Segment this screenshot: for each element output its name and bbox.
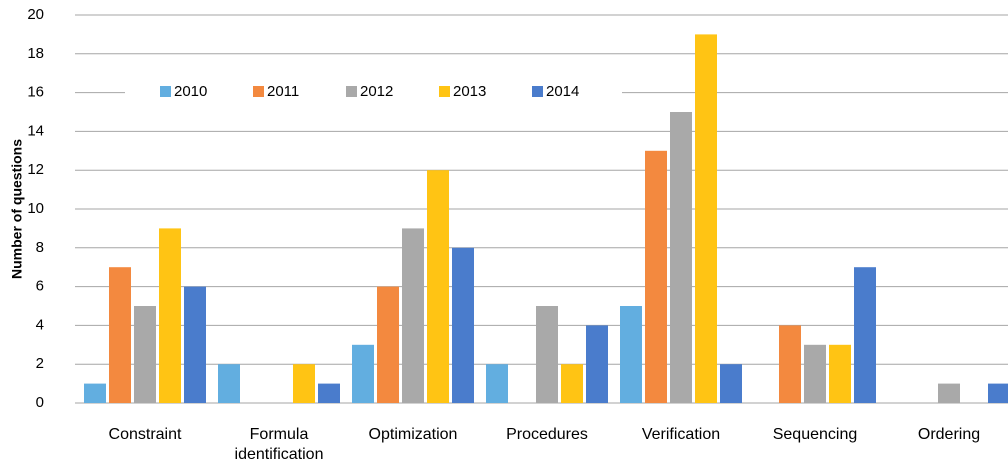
bar	[645, 150, 667, 403]
bar	[452, 247, 474, 403]
bar	[134, 306, 156, 403]
y-tick-label: 20	[27, 6, 44, 23]
bar	[938, 383, 960, 403]
bar	[586, 325, 608, 403]
y-tick-label: 10	[27, 200, 44, 217]
x-tick-label: Constraint	[108, 426, 182, 443]
y-axis-label: Number of questions	[9, 139, 25, 279]
y-tick-label: 14	[27, 122, 44, 139]
legend-label: 2012	[360, 83, 393, 100]
bar	[218, 364, 240, 403]
bar	[352, 344, 374, 403]
bar	[159, 228, 181, 403]
bar	[536, 306, 558, 403]
legend-swatch	[253, 86, 264, 97]
bar	[402, 228, 424, 403]
bar	[427, 170, 449, 403]
bar	[804, 344, 826, 403]
bar	[293, 364, 315, 403]
y-tick-label: 2	[36, 355, 44, 372]
bar	[377, 286, 399, 403]
bar	[670, 112, 692, 403]
x-tick-label: Procedures	[506, 426, 588, 443]
bar	[184, 286, 206, 403]
bar	[84, 383, 106, 403]
y-tick-label: 16	[27, 84, 44, 101]
y-tick-label: 12	[27, 161, 44, 178]
y-tick-label: 4	[36, 316, 44, 333]
x-tick-label: Verification	[641, 426, 721, 443]
bar	[620, 306, 642, 403]
x-tick-label: Formula identification	[234, 426, 324, 463]
y-tick-label: 0	[36, 394, 44, 411]
bar	[318, 383, 340, 403]
legend-swatch	[160, 86, 171, 97]
y-tick-label: 6	[36, 278, 44, 295]
y-tick-label: 8	[36, 239, 44, 256]
legend-label: 2014	[546, 83, 579, 100]
x-tick-label: Ordering	[917, 426, 981, 443]
legend-swatch	[346, 86, 357, 97]
legend-label: 2010	[174, 83, 207, 100]
bar	[109, 267, 131, 403]
bar	[988, 383, 1008, 403]
x-tick-label: Sequencing	[772, 426, 858, 443]
legend-swatch	[532, 86, 543, 97]
legend-label: 2011	[267, 83, 299, 100]
bar	[720, 364, 742, 403]
bar	[779, 325, 801, 403]
legend-label: 2013	[453, 83, 486, 100]
bar	[695, 34, 717, 404]
bar	[561, 364, 583, 403]
bar	[854, 267, 876, 403]
bar	[486, 364, 508, 403]
y-tick-label: 18	[27, 45, 44, 62]
legend-swatch	[439, 86, 450, 97]
bar	[829, 344, 851, 403]
x-tick-label: Optimization	[368, 426, 458, 443]
